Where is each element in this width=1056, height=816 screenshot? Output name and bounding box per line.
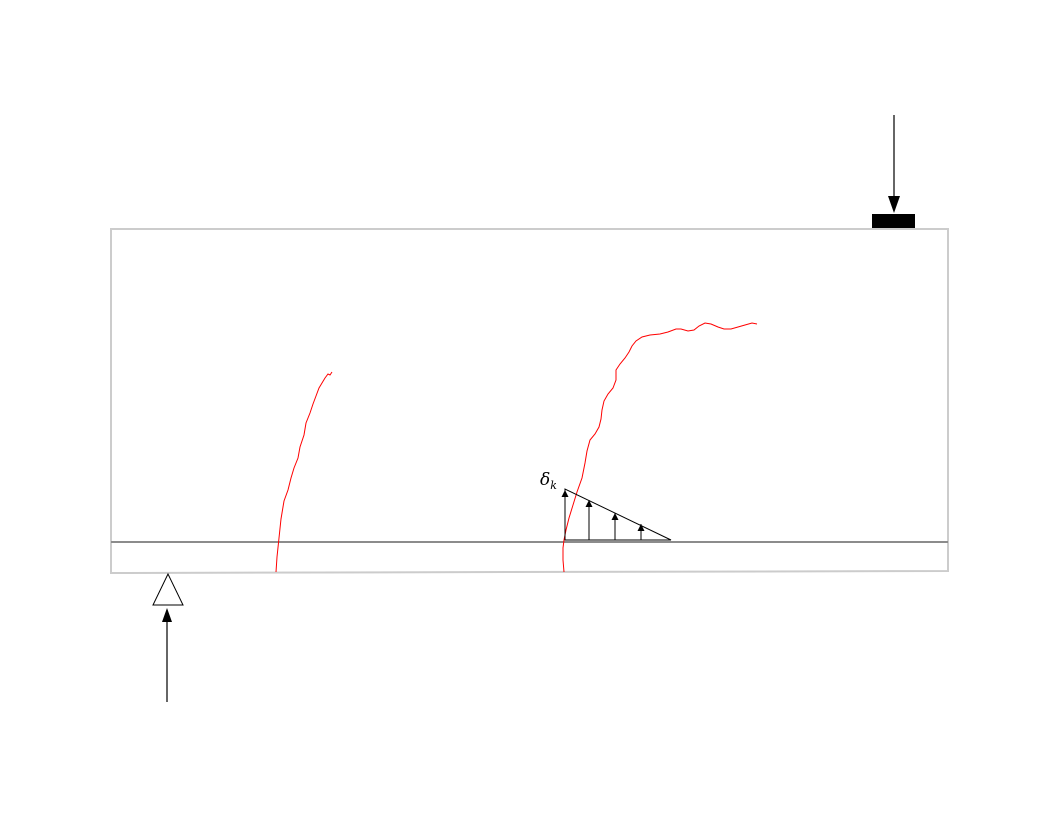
opening-profile-triangle [564,488,672,541]
support-reaction [162,608,172,702]
flexure-shear-crack-left [275,371,333,573]
reaction-arrow-head-icon [162,608,172,622]
crack-opening-label: δk [540,470,557,492]
crack-opening-distribution [561,488,672,541]
crack-opening-symbol: δ [540,470,550,490]
load-arrow-head-icon [888,196,900,213]
applied-load [888,115,900,213]
crack-opening-subscript: k [550,479,557,492]
critical-shear-crack [562,322,758,573]
concrete-beam-outline [110,228,949,575]
pin-support-icon [152,572,184,606]
loading-plate [872,214,915,228]
